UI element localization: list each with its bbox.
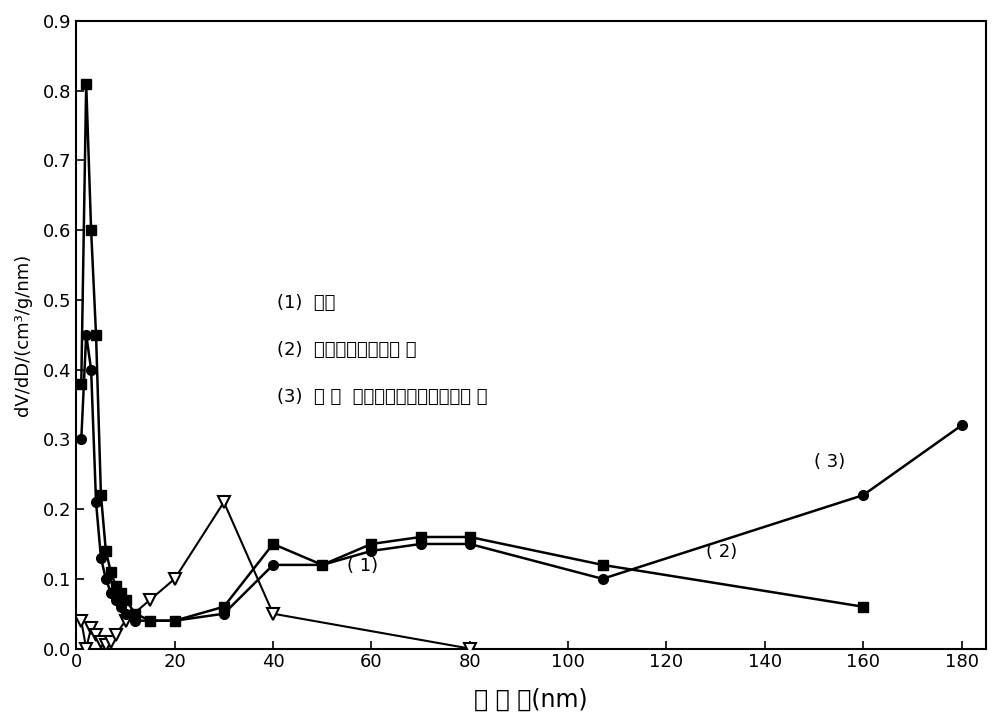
Text: ( 2): ( 2) [706,543,737,561]
Text: (3)  甲 胺  修饰的超高交联型吸附树 脂: (3) 甲 胺 修饰的超高交联型吸附树 脂 [277,388,487,406]
X-axis label: 孔 径 ／(nm): 孔 径 ／(nm) [474,688,588,712]
Text: (1)  氯球: (1) 氯球 [277,294,335,312]
Text: ( 1): ( 1) [347,558,378,575]
Text: (2)  超高交联型吸附树 脂: (2) 超高交联型吸附树 脂 [277,341,416,359]
Text: ( 3): ( 3) [814,453,845,470]
Y-axis label: dV/dD/(cm³/g/nm): dV/dD/(cm³/g/nm) [14,253,32,416]
